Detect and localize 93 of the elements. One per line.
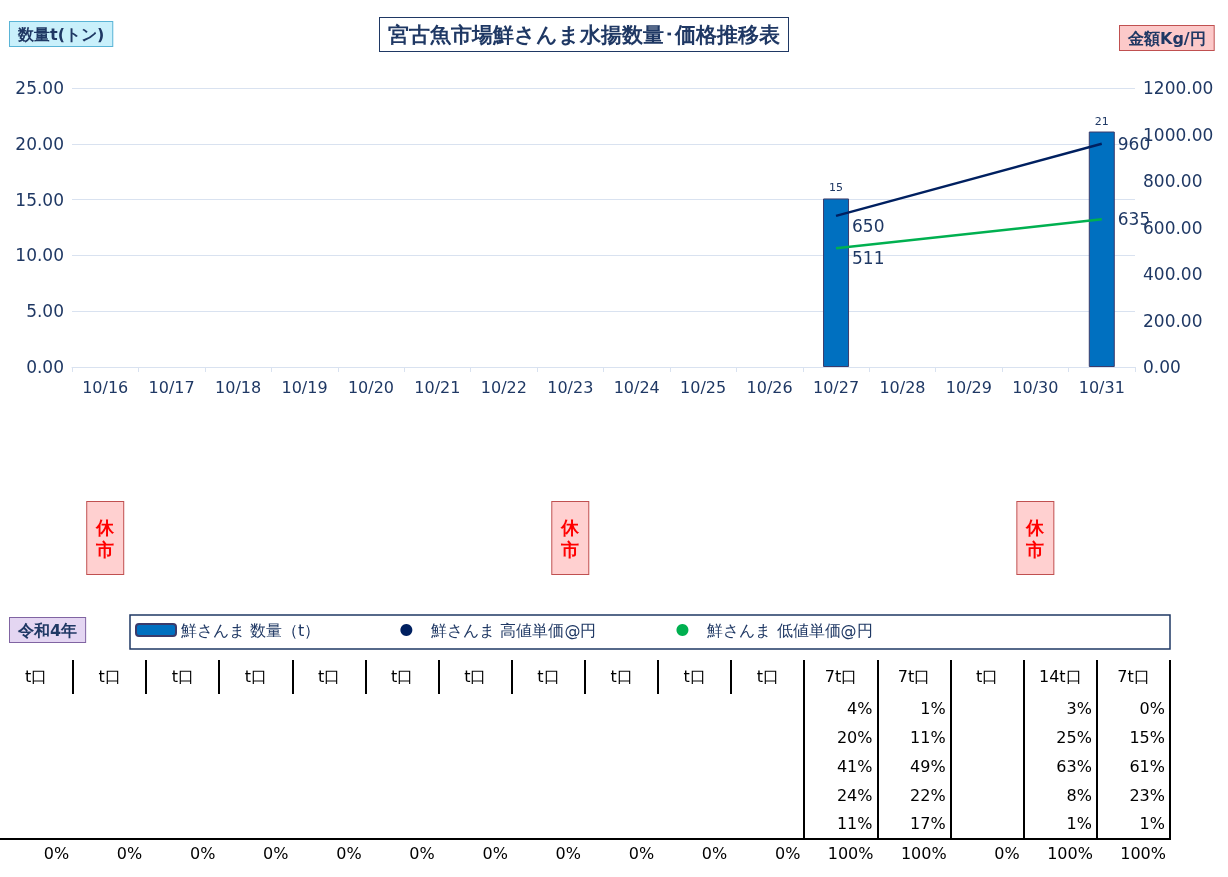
text: 7t口 — [897, 667, 931, 686]
text: 1% — [1066, 814, 1092, 833]
y2-tick-label: 0.00 — [1143, 357, 1181, 377]
data-label: 511 — [852, 248, 885, 269]
text: 0% — [43, 844, 70, 863]
text: t口 — [683, 667, 706, 686]
text: 7t口 — [1117, 667, 1150, 686]
y-tick-label: 20.00 — [15, 133, 64, 154]
text: 0% — [482, 844, 508, 863]
text: 14t口 — [1038, 667, 1082, 686]
text: 0% — [336, 844, 362, 863]
text: 0% — [774, 844, 801, 863]
text: 令和4年 — [17, 620, 78, 640]
text: 24% — [836, 785, 873, 805]
text: 休市 — [560, 516, 581, 560]
data-label: 15 — [829, 181, 844, 195]
chart-title: 宮古魚市場鮮さんま水揚数量･価格推移表 — [388, 22, 780, 47]
text: t口 — [171, 667, 194, 686]
text: t口 — [464, 667, 487, 686]
text: 100% — [1047, 844, 1093, 863]
legend-label: 鮮さんま 数量（t） — [181, 620, 321, 640]
y-axis-title: 数量t(トン) — [17, 24, 105, 44]
text: 61% — [1129, 756, 1165, 776]
x-tick-label: 10/25 — [680, 377, 727, 397]
text: 7t口 — [824, 667, 858, 686]
legend-label: 鮮さんま 低値単価@円 — [707, 620, 873, 640]
text: 22% — [910, 785, 946, 805]
text: 休市 — [95, 516, 116, 560]
text: 15% — [1129, 727, 1165, 747]
y2-tick-label: 400.00 — [1143, 264, 1203, 284]
text: 0% — [263, 844, 289, 863]
x-tick-label: 10/17 — [148, 377, 195, 397]
text: 1% — [1139, 814, 1165, 833]
x-tick-label: 10/29 — [945, 377, 992, 397]
y-tick-label: 10.00 — [15, 245, 64, 266]
x-tick-label: 10/30 — [1012, 377, 1059, 397]
legend-label: 鮮さんま 高値単価@円 — [431, 620, 597, 640]
text: 100% — [827, 844, 874, 863]
x-tick-label: 10/16 — [82, 377, 129, 397]
x-tick-label: 10/26 — [746, 377, 793, 397]
text: 0% — [116, 844, 143, 863]
text: 8% — [1066, 785, 1092, 805]
text: 休市 — [1025, 516, 1046, 560]
text: t口 — [537, 667, 560, 686]
text: 0% — [628, 844, 655, 863]
y-tick-label: 0.00 — [26, 357, 64, 377]
x-tick-label: 10/21 — [414, 377, 461, 397]
data-label: 21 — [1094, 114, 1109, 128]
text: 41% — [836, 756, 873, 776]
text: t口 — [244, 667, 268, 686]
x-tick-label: 10/28 — [879, 377, 926, 397]
text: 17% — [910, 814, 946, 833]
x-tick-label: 10/24 — [613, 377, 660, 397]
text: 0% — [189, 844, 216, 863]
text: 11% — [836, 814, 873, 833]
text: 0% — [1139, 698, 1165, 718]
x-tick-label: 10/23 — [547, 377, 594, 397]
text: 100% — [900, 844, 947, 863]
x-tick-label: 10/31 — [1078, 377, 1125, 397]
text: t口 — [98, 667, 121, 686]
y-tick-label: 25.00 — [15, 78, 64, 98]
text: 0% — [701, 844, 728, 863]
x-tick-label: 10/27 — [812, 377, 860, 397]
text: 1% — [920, 698, 946, 718]
text: 63% — [1056, 756, 1092, 776]
text: t口 — [317, 667, 341, 686]
x-tick-label: 10/20 — [347, 377, 395, 397]
text: t口 — [756, 667, 779, 686]
y-tick-label: 15.00 — [15, 189, 64, 210]
y2-axis-title: 金額Kg/円 — [1127, 28, 1206, 48]
text: t口 — [391, 667, 414, 686]
text: 20% — [836, 727, 873, 747]
text: 23% — [1129, 785, 1165, 805]
text: 0% — [994, 844, 1020, 863]
text: 11% — [910, 727, 946, 747]
text: 100% — [1120, 844, 1166, 863]
text: t口 — [610, 667, 633, 686]
text: 0% — [409, 844, 435, 863]
y2-tick-label: 800.00 — [1143, 171, 1203, 191]
text: 25% — [1056, 727, 1092, 747]
text: 4% — [847, 698, 873, 718]
y2-tick-label: 1200.00 — [1143, 78, 1214, 98]
text: 3% — [1066, 698, 1092, 718]
y2-tick-label: 200.00 — [1143, 310, 1203, 331]
text: 0% — [555, 844, 581, 863]
x-tick-label: 10/18 — [215, 377, 262, 397]
text: 49% — [910, 756, 946, 776]
text: t口 — [24, 667, 48, 686]
data-label: 650 — [852, 215, 885, 236]
x-tick-label: 10/19 — [281, 377, 328, 397]
x-tick-label: 10/22 — [480, 377, 527, 397]
text: t口 — [976, 667, 999, 686]
y-tick-label: 5.00 — [26, 301, 64, 322]
